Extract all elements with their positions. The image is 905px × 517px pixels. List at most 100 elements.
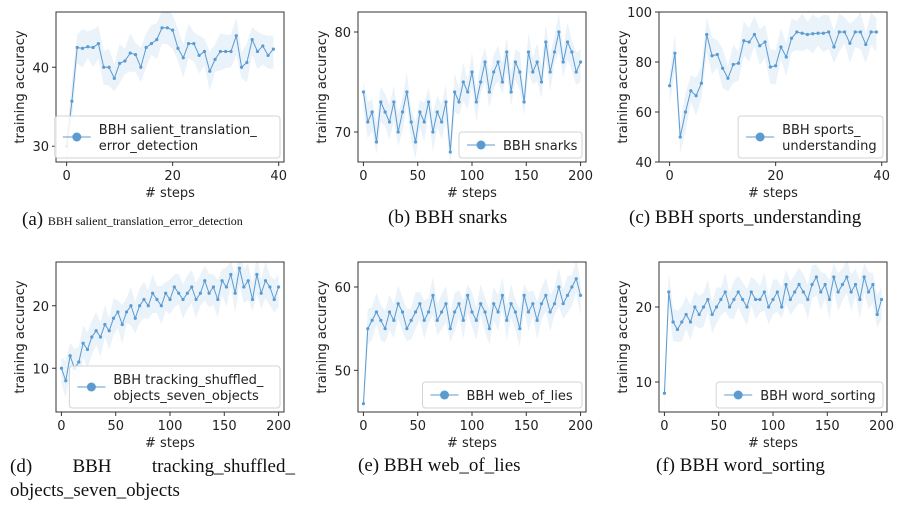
data-point bbox=[245, 60, 249, 65]
data-point bbox=[68, 354, 72, 358]
data-point bbox=[250, 297, 255, 302]
data-point bbox=[229, 272, 233, 277]
data-point bbox=[531, 70, 535, 74]
legend-marker bbox=[733, 390, 743, 400]
data-point bbox=[726, 76, 730, 80]
data-point bbox=[94, 329, 98, 333]
chart-b: 0 50 100 150 200 70 80 # steps training accuracy… bbox=[302, 0, 602, 201]
data-point bbox=[578, 293, 583, 297]
x-tick-label: 50 bbox=[409, 169, 426, 184]
data-point bbox=[675, 327, 680, 332]
data-point bbox=[479, 302, 483, 306]
data-point bbox=[832, 275, 836, 279]
data-point bbox=[780, 305, 784, 309]
data-point bbox=[400, 310, 405, 314]
data-point bbox=[218, 49, 222, 54]
x-tick-label: 0 bbox=[62, 169, 70, 184]
std-band bbox=[61, 262, 279, 398]
data-point bbox=[827, 30, 831, 34]
axes-frame bbox=[55, 11, 285, 163]
data-point bbox=[234, 34, 238, 38]
data-point bbox=[426, 100, 431, 104]
data-point bbox=[387, 120, 392, 124]
data-point bbox=[816, 31, 820, 35]
data-point bbox=[90, 335, 94, 339]
caption-c: (c) BBH sports_understanding bbox=[629, 207, 862, 228]
data-point bbox=[762, 290, 766, 294]
data-point bbox=[509, 90, 513, 94]
data-point bbox=[763, 40, 767, 44]
data-point bbox=[418, 110, 422, 114]
legend-marker bbox=[72, 132, 82, 142]
data-point bbox=[361, 402, 366, 406]
y-axis-label: training accuracy bbox=[315, 280, 330, 393]
data-point bbox=[539, 302, 544, 306]
legend-label: objects_seven_objects bbox=[113, 389, 259, 404]
data-point bbox=[570, 50, 574, 54]
y-tick-label: 70 bbox=[334, 126, 351, 141]
x-axis-label: # steps bbox=[145, 436, 195, 450]
data-point bbox=[747, 40, 751, 44]
data-point bbox=[858, 297, 862, 302]
data-point bbox=[548, 310, 552, 314]
chart-svg: 0 50 100 150 200 10 20 # steps training accuracy… bbox=[616, 261, 894, 451]
data-point bbox=[522, 100, 526, 104]
x-tick-label: 100 bbox=[158, 419, 183, 434]
data-point bbox=[754, 297, 758, 302]
data-point bbox=[457, 302, 461, 306]
caption-a: (a) BBH salient_translation_error_detect… bbox=[22, 209, 243, 230]
data-point bbox=[396, 130, 400, 134]
data-point bbox=[75, 45, 79, 50]
data-point bbox=[116, 310, 120, 314]
legend-box bbox=[68, 365, 281, 409]
y-axis-label: training accuracy bbox=[616, 280, 631, 393]
data-point bbox=[701, 305, 706, 309]
chart-svg: 0 20 40 30 40 # steps training accuracy BBH sal… bbox=[13, 11, 287, 201]
plot-area bbox=[662, 262, 884, 410]
legend-box bbox=[422, 381, 583, 409]
data-point bbox=[426, 310, 431, 314]
data-point bbox=[370, 110, 374, 114]
plot-area bbox=[361, 13, 583, 162]
data-point bbox=[840, 282, 845, 287]
data-point bbox=[544, 40, 548, 44]
data-point bbox=[561, 302, 565, 306]
data-point bbox=[874, 30, 878, 34]
data-point bbox=[565, 40, 570, 44]
chart-f: 0 50 100 150 200 10 20 # steps training accuracy… bbox=[603, 250, 903, 451]
data-point bbox=[688, 320, 693, 324]
legend-label: error_detection bbox=[99, 139, 198, 154]
data-point bbox=[693, 305, 697, 309]
data-point bbox=[213, 57, 217, 61]
data-point bbox=[172, 285, 176, 289]
data-point bbox=[272, 297, 276, 302]
plot-area bbox=[65, 12, 275, 162]
data-point bbox=[819, 290, 823, 294]
data-point bbox=[474, 100, 478, 104]
data-point bbox=[557, 285, 561, 289]
data-point bbox=[409, 318, 413, 322]
data-point bbox=[570, 285, 574, 289]
data-point bbox=[736, 290, 740, 294]
data-point bbox=[146, 304, 150, 308]
data-point bbox=[102, 65, 106, 69]
data-point bbox=[192, 41, 196, 46]
data-point bbox=[440, 310, 444, 314]
data-point bbox=[518, 70, 522, 74]
data-point bbox=[103, 322, 107, 327]
data-point bbox=[492, 70, 496, 74]
x-tick-label: 150 bbox=[815, 419, 840, 434]
data-point bbox=[229, 49, 233, 54]
data-point bbox=[120, 322, 124, 327]
x-axis-label: # steps bbox=[145, 186, 195, 200]
data-point bbox=[699, 81, 704, 85]
y-axis-label: training accuracy bbox=[315, 30, 330, 143]
data-point bbox=[518, 327, 522, 331]
data-point bbox=[671, 320, 675, 324]
data-point bbox=[142, 297, 146, 302]
data-point bbox=[155, 297, 159, 302]
plot-area bbox=[668, 12, 878, 153]
x-tick-label: 50 bbox=[107, 419, 124, 434]
chart-c: 0 20 40 40 60 80 100 # steps training accuracy BB… bbox=[603, 0, 903, 201]
data-point bbox=[810, 282, 814, 287]
